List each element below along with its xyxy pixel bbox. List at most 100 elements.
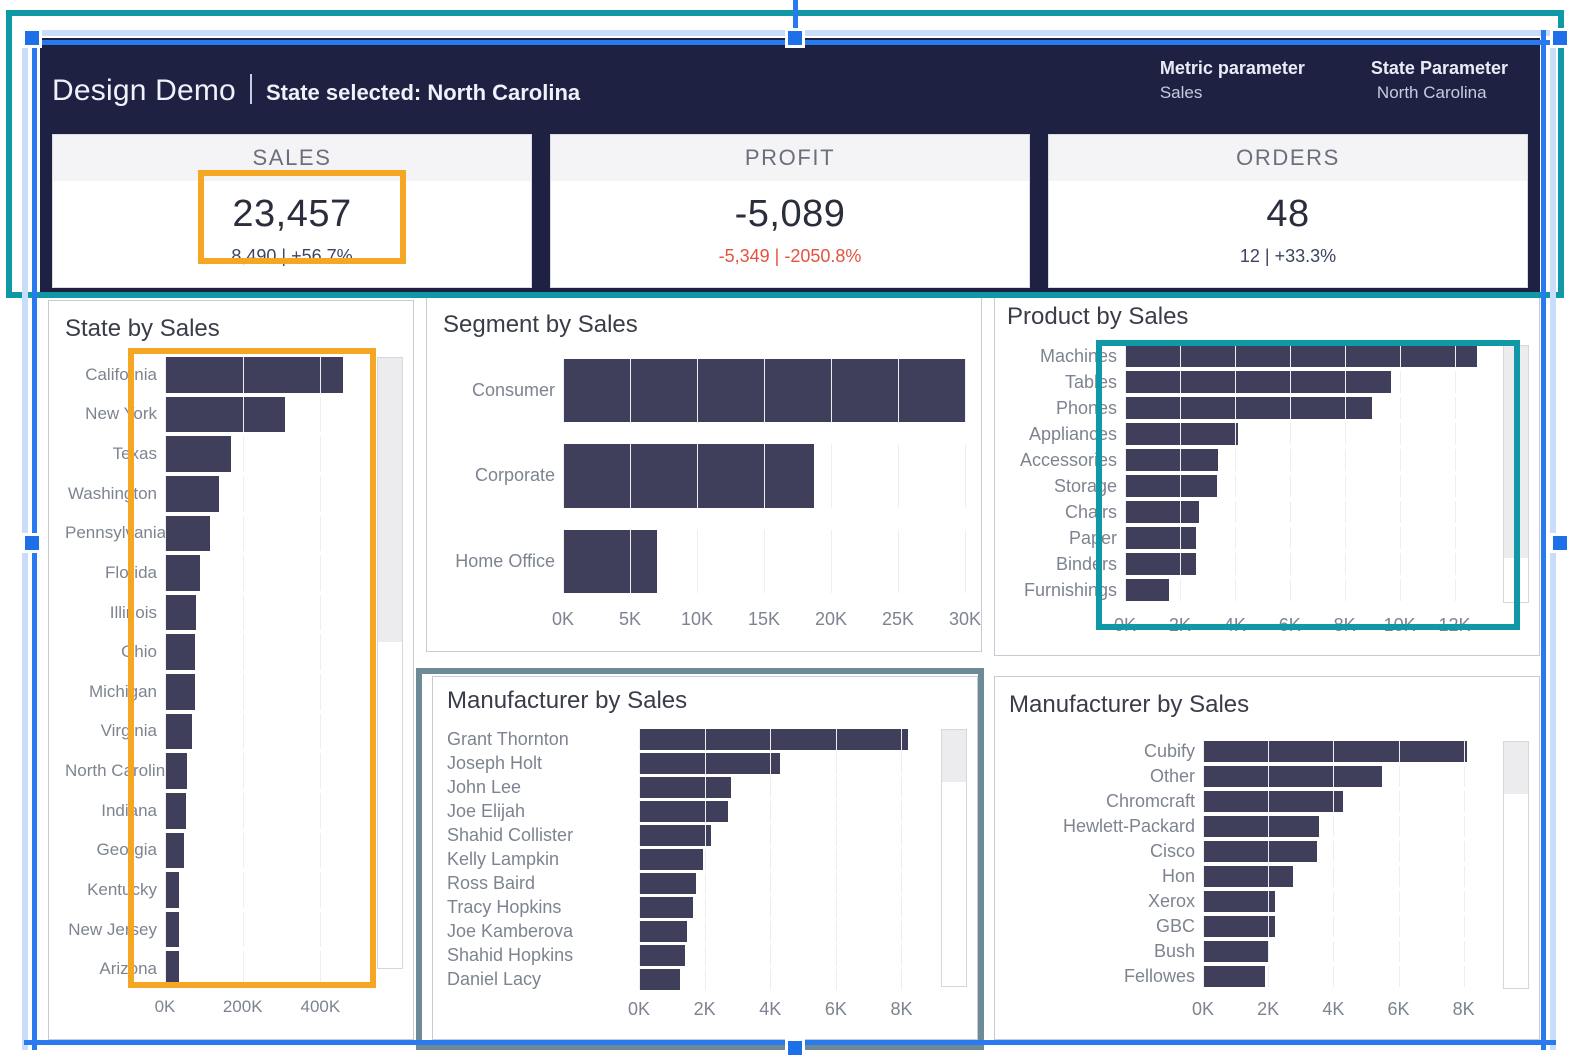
bar[interactable]: [165, 911, 179, 948]
bar-row[interactable]: Home Office: [443, 529, 966, 593]
bar-row[interactable]: Kelly Lampkin: [447, 849, 931, 870]
bar-row[interactable]: Furnishings: [1007, 579, 1493, 601]
bar[interactable]: [639, 921, 687, 942]
bar[interactable]: [1203, 791, 1344, 812]
chart-segment-by-sales[interactable]: Consumer Corporate Home Office: [443, 359, 966, 593]
bar-row[interactable]: Grant Thornton: [447, 729, 931, 750]
bar[interactable]: [639, 897, 694, 918]
bar-row[interactable]: GBC: [1009, 916, 1493, 937]
bar[interactable]: [639, 849, 703, 870]
bar[interactable]: [1125, 371, 1392, 393]
kpi-card-orders[interactable]: ORDERS 48 12 | +33.3%: [1048, 134, 1528, 288]
bar[interactable]: [639, 729, 909, 750]
panel-manufacturer-people[interactable]: Manufacturer by Sales Grant Thornton Jose…: [432, 676, 978, 1040]
bar[interactable]: [1203, 741, 1467, 762]
bar[interactable]: [1203, 966, 1265, 987]
bar[interactable]: [1125, 449, 1219, 471]
chart-product-by-sales[interactable]: Machines Tables Phones Appliances Accessorie…: [1007, 345, 1493, 601]
bar[interactable]: [1203, 941, 1269, 962]
bar[interactable]: [639, 825, 712, 846]
bar[interactable]: [165, 515, 211, 552]
bar[interactable]: [563, 444, 814, 508]
bar-row[interactable]: Ross Baird: [447, 873, 931, 894]
bar[interactable]: [165, 396, 286, 433]
bar[interactable]: [639, 777, 731, 798]
selection-handle-top-left[interactable]: [22, 28, 42, 48]
bar-row[interactable]: Shahid Hopkins: [447, 945, 931, 966]
bar-row[interactable]: Paper: [1007, 527, 1493, 549]
bar-row[interactable]: Joe Kamberova: [447, 921, 931, 942]
bar[interactable]: [165, 951, 179, 987]
bar[interactable]: [639, 945, 685, 966]
bar[interactable]: [165, 713, 193, 750]
scrollbar-state[interactable]: [377, 357, 403, 969]
bar-row[interactable]: Illinois: [65, 594, 367, 631]
chart-state-by-sales[interactable]: California New York Texas Washington Pennsyl…: [65, 357, 367, 987]
bar[interactable]: [165, 475, 219, 512]
bar-row[interactable]: Cubify: [1009, 741, 1493, 762]
bar[interactable]: [639, 873, 697, 894]
kpi-card-profit[interactable]: PROFIT -5,089 -5,349 | -2050.8%: [550, 134, 1030, 288]
bar[interactable]: [1125, 397, 1373, 419]
bar[interactable]: [1203, 866, 1293, 887]
scrollbar-thumb-manufacturer-people[interactable]: [942, 730, 966, 782]
bar-row[interactable]: Other: [1009, 766, 1493, 787]
selection-handle-top-center[interactable]: [785, 28, 805, 48]
kpi-card-sales[interactable]: SALES 23,457 8,490 | +56.7%: [52, 134, 532, 288]
bar-row[interactable]: Xerox: [1009, 891, 1493, 912]
selection-handle-bottom-center[interactable]: [785, 1038, 805, 1058]
state-parameter-value[interactable]: North Carolina: [1376, 83, 1487, 102]
chart-manufacturer-people[interactable]: Grant Thornton Joseph Holt John Lee Joe Eli…: [447, 729, 931, 990]
bar-row[interactable]: Georgia: [65, 832, 367, 869]
bar[interactable]: [165, 753, 187, 789]
bar-row[interactable]: California: [65, 357, 367, 393]
bar[interactable]: [1203, 841, 1318, 862]
bar-row[interactable]: Shahid Collister: [447, 825, 931, 846]
bar-row[interactable]: New Jersey: [65, 911, 367, 948]
bar[interactable]: [165, 832, 185, 869]
scrollbar-thumb-state[interactable]: [378, 358, 402, 642]
bar[interactable]: [165, 634, 196, 670]
bar-row[interactable]: Corporate: [443, 444, 966, 508]
panel-manufacturer-brands[interactable]: Manufacturer by Sales Cubify Other Chromcr…: [994, 676, 1540, 1040]
bar[interactable]: [1125, 345, 1477, 367]
bar[interactable]: [639, 753, 781, 774]
bar[interactable]: [1203, 816, 1319, 837]
bar[interactable]: [1203, 766, 1383, 787]
scrollbar-manufacturer-brands[interactable]: [1503, 741, 1529, 989]
bar-row[interactable]: Pennsylvania: [65, 515, 367, 552]
bar-row[interactable]: Fellowes: [1009, 966, 1493, 987]
bar[interactable]: [165, 674, 195, 710]
bar[interactable]: [1125, 579, 1169, 601]
bar-row[interactable]: Accessories: [1007, 449, 1493, 471]
bar-row[interactable]: Washington: [65, 475, 367, 512]
bar-row[interactable]: Hewlett-Packard: [1009, 816, 1493, 837]
bar-row[interactable]: Tracy Hopkins: [447, 897, 931, 918]
bar[interactable]: [165, 357, 343, 393]
bar-row[interactable]: Consumer: [443, 359, 966, 423]
metric-parameter[interactable]: Metric parameter Sales: [1160, 58, 1305, 103]
bar[interactable]: [563, 529, 657, 593]
bar-row[interactable]: Michigan: [65, 674, 367, 710]
bar-row[interactable]: New York: [65, 396, 367, 433]
bar[interactable]: [165, 436, 232, 472]
selection-handle-middle-right[interactable]: [1550, 533, 1570, 553]
selection-handle-top-right[interactable]: [1550, 28, 1570, 48]
bar-row[interactable]: Hon: [1009, 866, 1493, 887]
bar[interactable]: [165, 792, 186, 829]
bar[interactable]: [1125, 475, 1217, 497]
bar-row[interactable]: Appliances: [1007, 423, 1493, 445]
bar[interactable]: [1125, 527, 1197, 549]
bar-row[interactable]: John Lee: [447, 777, 931, 798]
scrollbar-thumb-manufacturer-brands[interactable]: [1504, 742, 1528, 794]
bar-row[interactable]: Texas: [65, 436, 367, 472]
bar[interactable]: [1203, 916, 1275, 937]
bar[interactable]: [165, 555, 200, 591]
bar-row[interactable]: Cisco: [1009, 841, 1493, 862]
bar-row[interactable]: Joseph Holt: [447, 753, 931, 774]
panel-product-by-sales[interactable]: Product by Sales Machines Tables Phones App…: [994, 292, 1540, 656]
bar-row[interactable]: Tables: [1007, 371, 1493, 393]
state-parameter[interactable]: State Parameter North Carolina: [1371, 58, 1508, 103]
bar-row[interactable]: Kentucky: [65, 872, 367, 908]
bar[interactable]: [639, 969, 680, 990]
